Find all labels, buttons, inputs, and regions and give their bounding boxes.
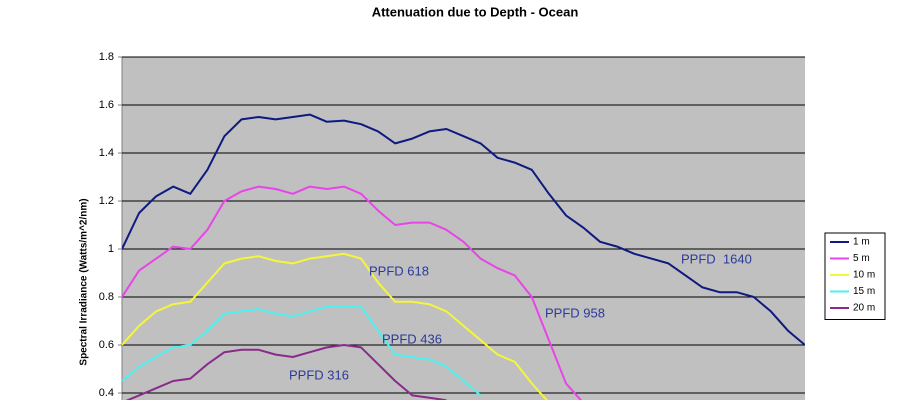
annotation: PPFD 1640 xyxy=(681,251,752,266)
y-tick-label: 1 xyxy=(108,243,114,255)
chart-title: Attenuation due to Depth - Ocean xyxy=(372,4,579,19)
y-tick-label: 0.8 xyxy=(99,291,114,303)
y-tick-label: 1.6 xyxy=(99,99,114,111)
annotation: PPFD 958 xyxy=(545,305,605,320)
series-line xyxy=(122,252,548,400)
annotation: PPFD 436 xyxy=(382,331,442,346)
y-tick-label: 1.2 xyxy=(99,195,114,207)
series-line xyxy=(122,185,583,400)
annotation: PPFD 316 xyxy=(289,367,349,382)
plot-area xyxy=(122,57,805,400)
y-tick-label: 1.8 xyxy=(99,51,114,63)
y-axis-label: Spectral Irradiance (Watts/m^2/nm) xyxy=(79,198,90,365)
legend-label: 5 m xyxy=(853,253,870,264)
legend-label: 1 m xyxy=(853,237,870,248)
legend-label: 15 m xyxy=(853,286,875,297)
series-line xyxy=(125,344,447,400)
y-tick-label: 0.4 xyxy=(99,387,114,399)
series-line xyxy=(122,305,482,397)
y-tick-label: 0.6 xyxy=(99,339,114,351)
legend-box xyxy=(824,232,886,320)
plot-lines xyxy=(122,113,805,400)
legend-label: 20 m xyxy=(853,303,875,314)
legend-label: 10 m xyxy=(853,270,875,281)
annotation: PPFD 618 xyxy=(369,263,429,278)
y-tick-label: 1.4 xyxy=(99,147,114,159)
series-line xyxy=(122,113,805,346)
